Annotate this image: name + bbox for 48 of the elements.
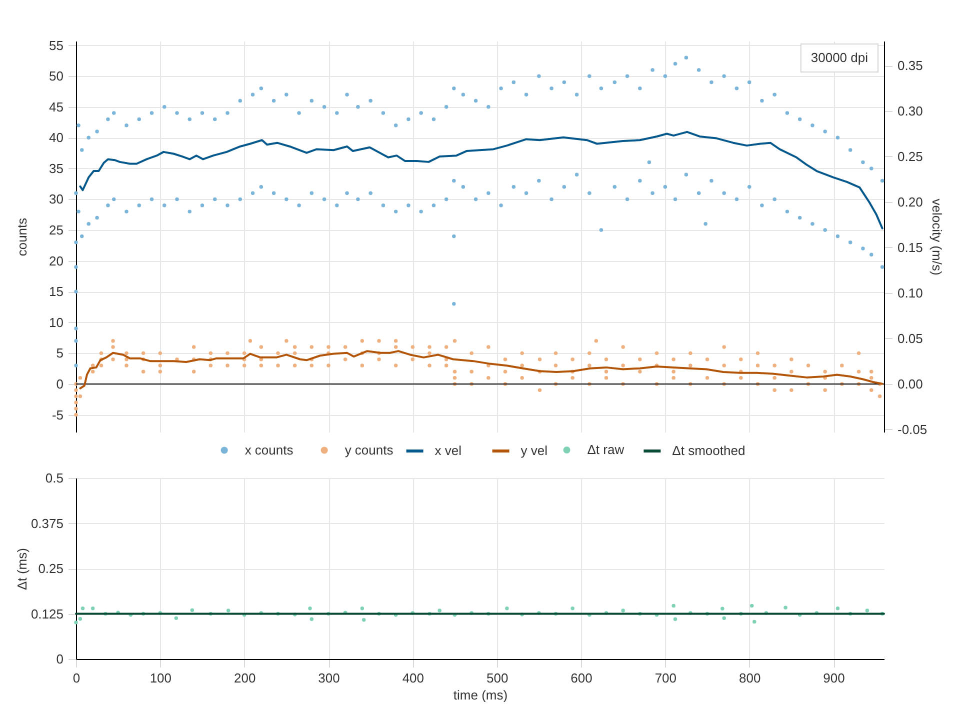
y-tick-label: 0.25 [38,561,64,576]
legend-label: y counts [344,442,394,458]
y-tick-label: 10 [49,314,64,330]
y-tick-label: 15 [49,284,64,300]
y2-tick-label: 0.30 [898,104,923,119]
y-tick-label: 30 [49,192,64,207]
y2-tick-label: -0.05 [898,422,928,437]
annotation: 30000 dpi [810,50,868,65]
y-tick-label: 0 [56,376,64,392]
legend-label: x counts [244,442,294,458]
y2-tick-label: 0.35 [898,58,923,74]
y-tick-label: 0.5 [45,470,64,486]
y-tick-label: 45 [49,99,64,114]
x-tick-label: 500 [486,670,508,686]
y-tick-label: 40 [49,130,64,146]
x-axis-title: time (ms) [453,688,508,702]
x-tick-label: 900 [823,670,845,686]
legend-label: Δt raw [587,442,625,457]
x-tick-label: 200 [234,670,256,686]
y2-tick-label: 0.10 [898,285,923,300]
y-tick-label: 50 [49,68,64,84]
y-tick-label: 5 [56,346,64,361]
x-tick-label: 800 [738,670,761,686]
y-tick-label: 0.125 [30,606,64,622]
y-tick-label: 25 [49,222,64,238]
y-tick-label: 0.375 [30,516,64,531]
x-tick-label: 400 [402,670,424,686]
y2-tick-label: 0.25 [898,148,923,164]
y-axis-title: Δt (ms) [14,548,30,590]
y-axis-title: counts [14,217,30,256]
x-tick-label: 700 [654,670,677,686]
y-tick-label: 55 [49,38,64,53]
y2-tick-label: 0.15 [898,240,923,255]
y2-axis-title: velocity (m/s) [930,198,944,276]
y2-tick-label: 0.00 [898,376,923,392]
y-tick-label: -5 [52,407,64,422]
legend-label: x vel [434,443,462,458]
x-tick-label: 0 [72,670,80,686]
y-tick-label: 0 [56,652,64,666]
legend-label: y vel [520,443,548,458]
x-tick-label: 100 [150,670,172,686]
y2-tick-label: 0.20 [898,194,923,210]
x-tick-label: 300 [318,670,340,686]
y-tick-label: 20 [49,253,64,268]
y2-tick-label: 0.05 [898,330,923,346]
y-tick-label: 35 [49,160,64,176]
legend-label: Δt smoothed [672,443,746,458]
x-tick-label: 600 [570,670,592,686]
